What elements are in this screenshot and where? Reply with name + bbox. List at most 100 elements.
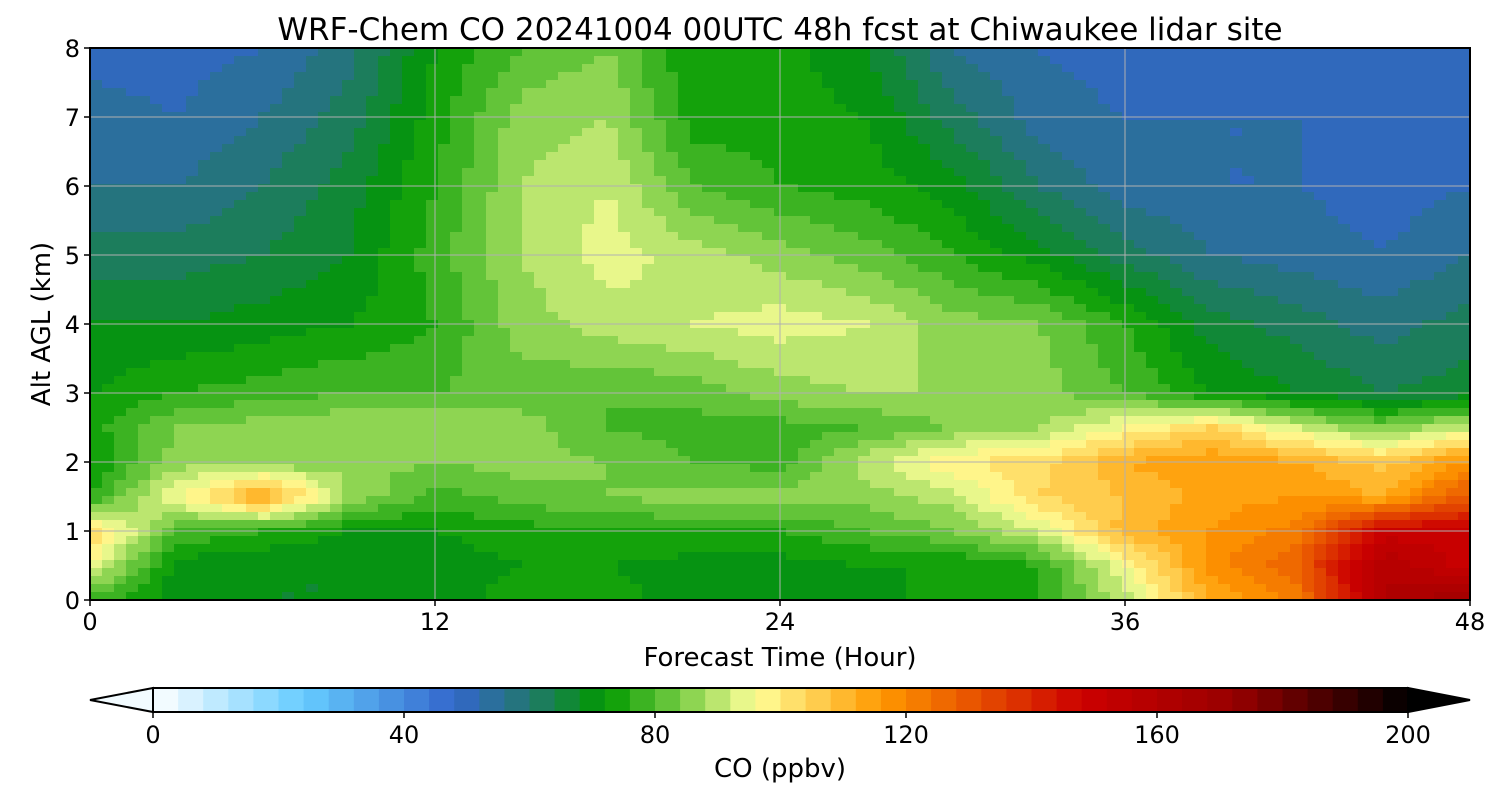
heatmap-cell (678, 120, 691, 129)
heatmap-cell (1146, 248, 1159, 257)
heatmap-cell (990, 248, 1003, 257)
heatmap-cell (438, 336, 451, 345)
heatmap-cell (1158, 48, 1171, 57)
heatmap-cell (534, 192, 547, 201)
heatmap-cell (378, 176, 391, 185)
heatmap-cell (858, 360, 871, 369)
heatmap-cell (918, 368, 931, 377)
heatmap-cell (678, 160, 691, 169)
heatmap-cell (1422, 200, 1435, 209)
heatmap-cell (1242, 120, 1255, 129)
heatmap-cell (1062, 224, 1075, 233)
heatmap-cell (726, 288, 739, 297)
heatmap-cell (1110, 56, 1123, 65)
heatmap-cell (1206, 224, 1219, 233)
heatmap-cell (1338, 144, 1351, 153)
heatmap-cell (270, 328, 283, 337)
heatmap-cell (1266, 216, 1279, 225)
heatmap-cell (1014, 128, 1027, 137)
heatmap-cell (726, 328, 739, 337)
heatmap-cell (90, 312, 103, 321)
heatmap-cell (666, 336, 679, 345)
heatmap-cell (1302, 152, 1315, 161)
heatmap-cell (126, 272, 139, 281)
heatmap-cell (318, 96, 331, 105)
heatmap-cell (498, 312, 511, 321)
heatmap-cell (258, 96, 271, 105)
heatmap-cell (558, 360, 571, 369)
heatmap-cell (582, 112, 595, 121)
heatmap-cell (1434, 56, 1447, 65)
heatmap-cell (294, 296, 307, 305)
heatmap-cell (390, 360, 403, 369)
heatmap-cell (978, 144, 991, 153)
heatmap-cell (1134, 264, 1147, 273)
heatmap-cell (786, 144, 799, 153)
heatmap-cell (198, 200, 211, 209)
heatmap-cell (1110, 384, 1123, 393)
heatmap-cell (738, 296, 751, 305)
heatmap-cell (690, 216, 703, 225)
heatmap-cell (486, 152, 499, 161)
heatmap-cell (438, 192, 451, 201)
heatmap-cell (174, 272, 187, 281)
heatmap-cell (1146, 304, 1159, 313)
heatmap-cell (798, 224, 811, 233)
heatmap-cell (294, 200, 307, 209)
heatmap-cell (630, 384, 643, 393)
heatmap-cell (702, 168, 715, 177)
heatmap-cell (870, 224, 883, 233)
heatmap-cell (738, 256, 751, 265)
heatmap-cell (894, 152, 907, 161)
heatmap-cell (702, 248, 715, 257)
heatmap-cell (330, 64, 343, 73)
heatmap-cell (138, 288, 151, 297)
heatmap-cell (390, 344, 403, 353)
heatmap-cell (246, 128, 259, 137)
heatmap-cell (714, 216, 727, 225)
heatmap-cell (102, 104, 115, 113)
heatmap-cell (846, 56, 859, 65)
heatmap-cell (462, 272, 475, 281)
heatmap-cell (366, 80, 379, 89)
heatmap-cell (1158, 128, 1171, 137)
heatmap-cell (654, 96, 667, 105)
heatmap-cell (138, 88, 151, 97)
heatmap-cell (198, 72, 211, 81)
heatmap-cell (894, 48, 907, 57)
heatmap-cell (942, 112, 955, 121)
heatmap-cell (1290, 184, 1303, 193)
heatmap-cell (1446, 288, 1459, 297)
heatmap-cell (522, 304, 535, 313)
heatmap-cell (606, 392, 619, 401)
heatmap-cell (258, 112, 271, 121)
heatmap-cell (1290, 128, 1303, 137)
heatmap-cell (1074, 88, 1087, 97)
heatmap-cell (1386, 136, 1399, 145)
heatmap-cell (654, 128, 667, 137)
heatmap-cell (822, 344, 835, 353)
heatmap-cell (1050, 64, 1063, 73)
heatmap-cell (1362, 384, 1375, 393)
heatmap-cell (606, 48, 619, 57)
heatmap-cell (114, 288, 127, 297)
heatmap-cell (450, 208, 463, 217)
heatmap-cell (522, 360, 535, 369)
heatmap-cell (306, 312, 319, 321)
heatmap-cell (1038, 328, 1051, 337)
heatmap-cell (1434, 328, 1447, 337)
heatmap-cell (762, 216, 775, 225)
heatmap-cell (1134, 280, 1147, 289)
heatmap-cell (882, 184, 895, 193)
heatmap-cell (1266, 152, 1279, 161)
heatmap-cell (1362, 352, 1375, 361)
heatmap-cell (246, 120, 259, 129)
heatmap-cell (618, 392, 631, 401)
heatmap-cell (846, 80, 859, 89)
heatmap-cell (630, 288, 643, 297)
heatmap-cell (402, 384, 415, 393)
heatmap-cell (1302, 192, 1315, 201)
heatmap-cell (1314, 384, 1327, 393)
heatmap-cell (906, 352, 919, 361)
heatmap-cell (558, 112, 571, 121)
